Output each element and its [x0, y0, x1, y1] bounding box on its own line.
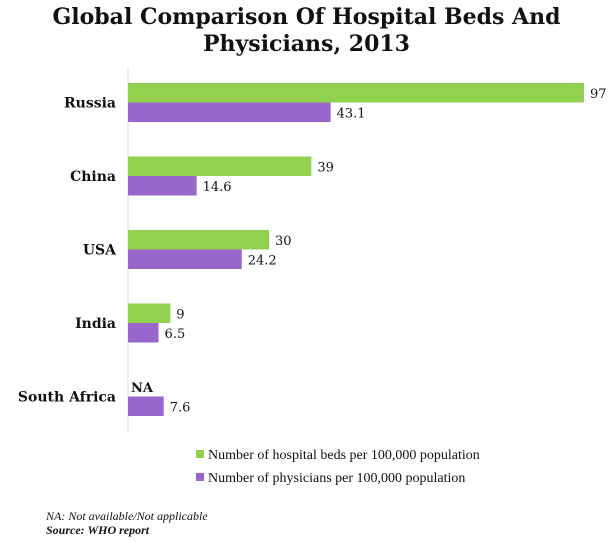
data-label-beds-india: 9: [176, 307, 184, 322]
category-label-india: India: [75, 316, 116, 332]
chart-title-line-1: Global Comparison Of Hospital Beds And: [52, 4, 561, 30]
data-label-physicians-usa: 24.2: [248, 253, 277, 268]
legend-item-physicians: Number of physicians per 100,000 populat…: [196, 471, 465, 487]
data-label-physicians-china: 14.6: [203, 180, 232, 195]
category-label-russia: Russia: [64, 96, 116, 112]
bar-beds-russia: [128, 83, 584, 103]
legend-label-beds: Number of hospital beds per 100,000 popu…: [208, 448, 480, 463]
chart-title-line-2: Physicians, 2013: [202, 31, 410, 57]
bar-beds-usa: [128, 230, 270, 250]
legend-item-beds: Number of hospital beds per 100,000 popu…: [196, 448, 480, 464]
bar-physicians-russia: [128, 102, 331, 122]
legend-label-physicians: Number of physicians per 100,000 populat…: [208, 471, 466, 486]
legend-swatch-physicians: [196, 473, 204, 481]
data-label-physicians-russia: 43.1: [337, 106, 366, 121]
data-label-physicians-south-africa: 7.6: [170, 400, 191, 415]
data-label-beds-china: 39: [317, 160, 334, 175]
bar-physicians-usa: [128, 249, 242, 269]
data-label-beds-usa: 30: [275, 234, 292, 249]
category-label-south-africa: South Africa: [18, 390, 116, 406]
na-footnote: NA: Not available/Not applicable: [46, 509, 208, 523]
bar-beds-india: [128, 303, 171, 323]
bar-beds-china: [128, 156, 312, 176]
chart-title: Global Comparison Of Hospital Beds And P…: [0, 4, 613, 58]
data-label-beds-russia: 97: [590, 87, 607, 102]
data-label-physicians-india: 6.5: [165, 327, 186, 342]
category-label-usa: USA: [83, 243, 117, 259]
bar-physicians-china: [128, 176, 197, 196]
source-footnote: Source: WHO report: [46, 523, 150, 537]
bar-physicians-india: [128, 323, 159, 343]
bar-physicians-south-africa: [128, 396, 164, 416]
legend-swatch-beds: [196, 450, 204, 458]
category-label-china: China: [70, 169, 116, 185]
data-label-beds-south-africa: NA: [131, 381, 154, 396]
